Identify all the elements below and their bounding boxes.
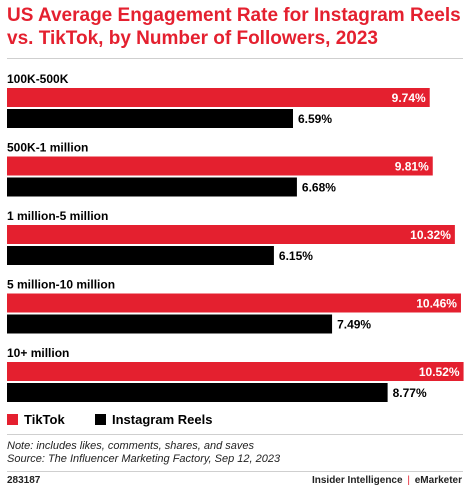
value-label-tiktok-1-million-5-million: 10.32% [410, 228, 451, 242]
chart-title: US Average Engagement Rate for Instagram… [7, 5, 461, 49]
bar-tiktok-1-million-5-million [7, 225, 455, 244]
legend-item-tiktok: TikTok [7, 412, 65, 427]
value-label-tiktok-100k-500k: 9.74% [392, 91, 426, 105]
value-label-instagram-reels-500k-1-million: 6.68% [302, 181, 336, 195]
category-label-100k-500k: 100K-500K [7, 72, 69, 86]
brand-logo: Insider Intelligence | eMarketer [312, 475, 462, 486]
footer-divider [7, 471, 463, 472]
legend-item-instagram-reels: Instagram Reels [95, 412, 212, 427]
title-divider [7, 58, 463, 59]
value-label-instagram-reels-100k-500k: 6.59% [298, 112, 332, 126]
legend-swatch-tiktok [7, 414, 18, 425]
brand-insider-intelligence: Insider Intelligence [311, 475, 403, 486]
value-label-instagram-reels-1-million-5-million: 6.15% [279, 249, 313, 263]
bar-tiktok-500k-1-million [7, 156, 433, 176]
bar-tiktok-10-million [7, 362, 464, 381]
bar-instagram-reels-5-million-10-million [7, 314, 333, 334]
note-text: Note: includes likes, comments, shares, … [7, 440, 255, 452]
value-label-instagram-reels-5-million-10-million: 7.49% [337, 318, 371, 332]
value-label-tiktok-10-million: 10.52% [419, 365, 460, 379]
category-label-1-million-5-million: 1 million-5 million [7, 209, 108, 223]
bar-instagram-reels-1-million-5-million [7, 246, 274, 265]
bar-instagram-reels-500k-1-million [7, 177, 297, 197]
bar-tiktok-100k-500k [7, 88, 430, 107]
category-label-500k-1-million: 500K-1 million [7, 141, 88, 155]
source-text: Source: The Influencer Marketing Factory… [7, 453, 281, 465]
legend-label-tiktok: TikTok [24, 412, 65, 427]
bar-chart: 100K-500K 9.74% 6.59% 500K-1 million 9.81% 6.… [7, 72, 464, 402]
value-label-tiktok-5-million-10-million: 10.46% [416, 297, 457, 311]
bar-instagram-reels-100k-500k [7, 109, 294, 128]
legend-label-instagram-reels: Instagram Reels [112, 412, 213, 427]
bar-tiktok-5-million-10-million [7, 293, 461, 313]
footnote: Note: includes likes, comments, shares, … [7, 440, 280, 466]
category-label-10-million: 10+ million [7, 346, 69, 360]
legend-swatch-instagram-reels [95, 414, 106, 425]
value-label-tiktok-500k-1-million: 9.81% [395, 160, 429, 174]
bar-instagram-reels-10-million [7, 383, 388, 402]
brand-emarketer: eMarketer [414, 475, 462, 486]
value-label-instagram-reels-10-million: 8.77% [393, 386, 427, 400]
chart-id: 283187 [7, 475, 41, 486]
category-label-5-million-10-million: 5 million-10 million [7, 278, 115, 292]
brand-separator: | [407, 475, 410, 486]
legend-divider [7, 434, 463, 435]
